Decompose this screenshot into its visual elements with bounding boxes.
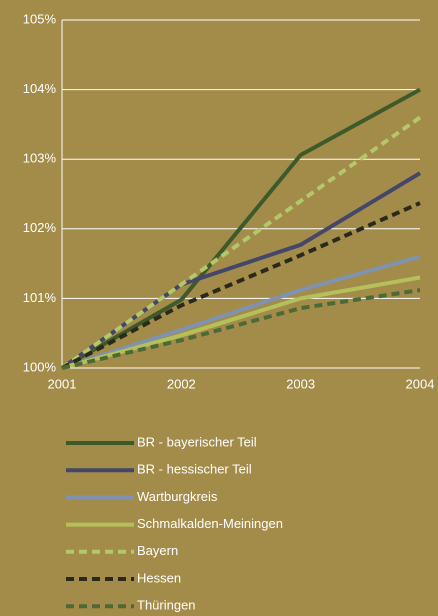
x-tick-label: 2003	[286, 376, 315, 391]
series-line	[61, 275, 421, 370]
legend-label: Schmalkalden-Meiningen	[137, 516, 283, 531]
legend-label: BR - bayerischer Teil	[137, 434, 257, 449]
y-tick-label: 100%	[23, 359, 57, 374]
y-tick-label: 101%	[23, 290, 57, 305]
y-tick-label: 105%	[23, 11, 57, 26]
y-tick-label: 102%	[23, 220, 57, 235]
legend-label: BR - hessischer Teil	[137, 462, 252, 477]
legend-label: Thüringen	[137, 598, 196, 613]
series-line	[60, 115, 422, 370]
series-line	[61, 201, 421, 370]
series-line	[61, 254, 421, 370]
series-line	[61, 288, 421, 370]
y-tick-label: 103%	[23, 151, 57, 166]
legend-label: Bayern	[137, 543, 178, 558]
x-tick-label: 2004	[406, 376, 435, 391]
x-tick-label: 2001	[48, 376, 77, 391]
legend-label: Hessen	[137, 570, 181, 585]
legend-label: Wartburgkreis	[137, 489, 218, 504]
y-tick-label: 104%	[23, 81, 57, 96]
x-tick-label: 2002	[167, 376, 196, 391]
series-line	[61, 87, 421, 370]
